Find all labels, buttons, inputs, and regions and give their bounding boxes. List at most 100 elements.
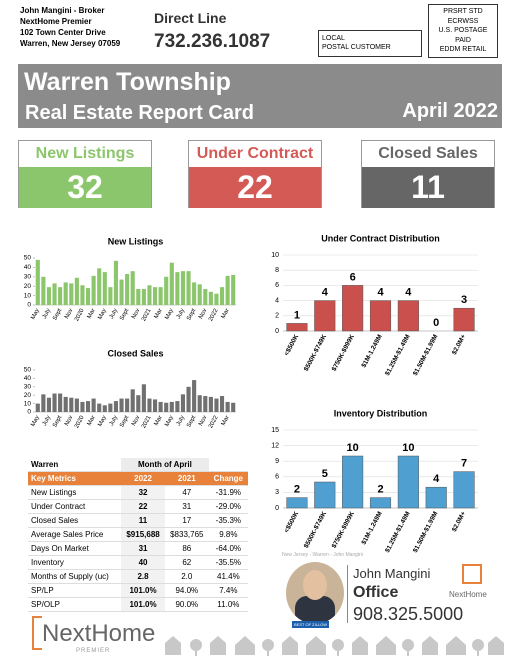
bar bbox=[425, 486, 447, 509]
bar bbox=[286, 497, 308, 509]
x-tick-label: <$500K bbox=[283, 510, 300, 534]
bar bbox=[97, 403, 102, 412]
postage-line: EDDM RETAIL bbox=[439, 46, 487, 53]
address-line: John Mangini - Broker bbox=[20, 6, 105, 15]
bar bbox=[203, 289, 208, 305]
postage-line: U.S. POSTAGE bbox=[438, 27, 488, 34]
bar bbox=[314, 481, 336, 509]
data-label: 0 bbox=[433, 317, 439, 329]
bar bbox=[69, 397, 74, 412]
y-tick-label: 12 bbox=[271, 442, 279, 449]
data-label: 1 bbox=[294, 309, 300, 321]
data-label: 10 bbox=[402, 442, 414, 454]
y-tick-label: 6 bbox=[275, 474, 279, 481]
banner-title: Warren Township bbox=[24, 68, 231, 96]
x-tick-label: Sept bbox=[119, 415, 130, 429]
x-tick-label: July bbox=[109, 415, 119, 427]
table-cell bbox=[208, 458, 248, 472]
y-tick-label: 4 bbox=[275, 297, 279, 304]
table-cell: -64.0% bbox=[208, 541, 248, 556]
table-cell: 62 bbox=[164, 555, 209, 570]
postal-box: LOCAL POSTAL CUSTOMER bbox=[318, 30, 422, 57]
agent-name: John Mangini bbox=[353, 566, 431, 581]
bar bbox=[130, 271, 135, 305]
agent-note: New Jersey - Warren - John Mangini bbox=[282, 552, 363, 558]
x-tick-label: $2.0M+ bbox=[451, 510, 468, 533]
postage-line: PRSRT STD bbox=[443, 8, 483, 15]
y-tick-label: 0 bbox=[27, 302, 31, 309]
footer-logo: NextHome bbox=[42, 620, 156, 647]
bar bbox=[52, 393, 57, 412]
data-label: 2 bbox=[294, 484, 300, 496]
address-line: Warren, New Jersey 07059 bbox=[20, 39, 121, 48]
x-tick-label: Mar bbox=[87, 308, 97, 320]
bar bbox=[186, 271, 191, 305]
table-cell: 90.0% bbox=[164, 597, 209, 612]
x-tick-label: May bbox=[97, 415, 108, 428]
y-tick-label: 0 bbox=[27, 409, 31, 416]
kpi-box: New Listings 32 bbox=[18, 140, 152, 208]
table-cell: 11 bbox=[121, 513, 165, 528]
x-tick-label: Sept bbox=[52, 308, 63, 322]
x-tick-label: 2020 bbox=[74, 414, 86, 429]
bar bbox=[102, 405, 107, 412]
agent-role: Office bbox=[353, 584, 399, 601]
x-tick-label: 2020 bbox=[74, 307, 86, 322]
bar bbox=[74, 398, 79, 412]
table-row: Months of Supply (uc) 2.8 2.0 41.4% bbox=[28, 569, 248, 584]
kpi-label: New Listings bbox=[19, 141, 151, 167]
bar bbox=[453, 307, 475, 332]
x-tick-label: $1.50M-$1.99M bbox=[412, 510, 440, 553]
table-row: New Listings 32 47 -31.9% bbox=[28, 485, 248, 500]
x-tick-label: $2.0M+ bbox=[451, 333, 468, 356]
data-label: 2 bbox=[377, 484, 383, 496]
table-row: SP/OLP 101.0% 90.0% 11.0% bbox=[28, 597, 248, 612]
y-tick-label: 2 bbox=[275, 313, 279, 320]
table-row: SP/LP 101.0% 94.0% 7.4% bbox=[28, 583, 248, 598]
column-header: Key Metrics bbox=[28, 471, 122, 486]
bar bbox=[52, 283, 57, 305]
table-cell: 101.0% bbox=[121, 583, 165, 598]
bar bbox=[136, 395, 141, 412]
x-tick-label: July bbox=[42, 308, 52, 320]
bar bbox=[369, 497, 392, 509]
bar bbox=[152, 399, 158, 412]
x-tick-label: Nov bbox=[198, 308, 208, 320]
bar bbox=[147, 285, 152, 305]
x-tick-label: Sept bbox=[186, 308, 197, 322]
bar bbox=[208, 291, 213, 305]
bar bbox=[147, 398, 152, 412]
brand-icon bbox=[462, 564, 482, 584]
x-tick-label: May bbox=[30, 415, 41, 428]
table-row: Under Contract 22 31 -29.0% bbox=[28, 499, 248, 514]
x-tick-label: May bbox=[164, 415, 175, 428]
chart-title: Closed Sales bbox=[107, 348, 163, 358]
bar bbox=[35, 403, 40, 412]
bar bbox=[136, 289, 141, 305]
x-tick-label: $1.50M-$1.99M bbox=[412, 333, 440, 376]
table-cell: Under Contract bbox=[28, 499, 122, 514]
y-tick-label: 50 bbox=[24, 255, 32, 262]
bar bbox=[197, 284, 202, 305]
y-tick-label: 30 bbox=[24, 274, 32, 281]
bar bbox=[369, 300, 392, 332]
kpi-label: Closed Sales bbox=[362, 141, 494, 167]
bar bbox=[314, 300, 336, 332]
y-tick-label: 8 bbox=[275, 267, 279, 274]
table-cell: 7.4% bbox=[208, 583, 248, 598]
bar bbox=[63, 396, 68, 412]
bar bbox=[46, 397, 52, 412]
table-cell: $833,765 bbox=[164, 527, 209, 542]
x-tick-label: July bbox=[176, 415, 186, 427]
y-tick-label: 40 bbox=[24, 375, 32, 382]
bar bbox=[180, 394, 186, 412]
bar bbox=[91, 398, 96, 412]
direct-label: Direct Line bbox=[154, 10, 227, 26]
data-label: 5 bbox=[322, 468, 328, 480]
chart-title: Under Contract Distribution bbox=[321, 233, 440, 243]
bar bbox=[231, 402, 236, 412]
table-cell: New Listings bbox=[28, 485, 122, 500]
metrics-table: Warren Month of April Key Metrics 2022 2021 C… bbox=[28, 458, 248, 612]
bar bbox=[180, 271, 186, 305]
data-label: 4 bbox=[377, 287, 384, 299]
